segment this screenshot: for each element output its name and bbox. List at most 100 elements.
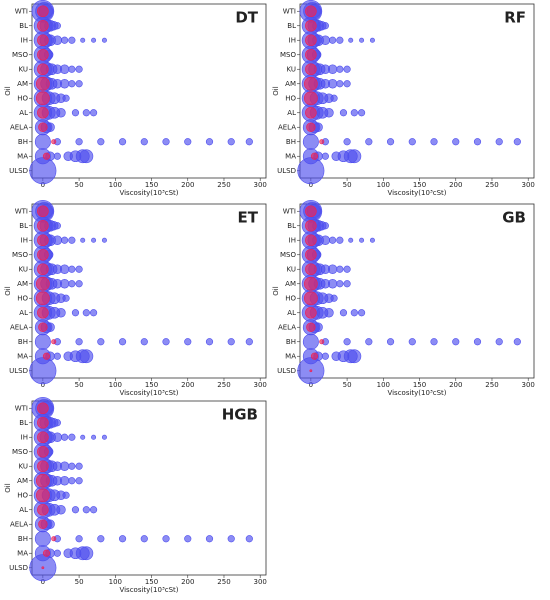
bubble (42, 152, 51, 160)
y-tick-label: MA (17, 549, 28, 557)
bubble (34, 333, 51, 350)
bubble (343, 80, 351, 88)
y-tick-label: MSO (280, 51, 296, 59)
y-tick-label: IH (289, 36, 296, 44)
bubble (495, 338, 503, 346)
y-tick-label: BL (287, 222, 296, 230)
bubble (359, 237, 365, 243)
bubble (303, 76, 318, 91)
bubble (184, 535, 192, 543)
panel-title: HGB (222, 406, 258, 424)
x-tick-label: 300 (522, 181, 535, 189)
bubble (38, 322, 48, 332)
y-tick-label: AM (17, 477, 28, 485)
bubble (51, 139, 57, 145)
bubble (305, 248, 317, 261)
bubble (75, 138, 83, 146)
bubble (336, 280, 344, 288)
bubble (34, 133, 51, 150)
bubble (348, 237, 354, 243)
x-tick-label: 150 (413, 181, 426, 189)
bubble (37, 205, 49, 218)
bubble (408, 338, 416, 346)
bubble (245, 338, 253, 346)
y-tick-label: MSO (12, 51, 28, 59)
x-tick-label: 100 (377, 381, 390, 389)
bubble (37, 263, 49, 276)
bubble (327, 64, 338, 74)
x-tick-label: 200 (181, 381, 194, 389)
x-tick-label: 300 (254, 381, 267, 389)
bubble (305, 263, 317, 276)
bubble (118, 138, 127, 146)
bubble (347, 149, 362, 164)
y-tick-label: AELA (10, 520, 28, 528)
bubble (80, 37, 86, 43)
x-tick-label: 0 (309, 381, 313, 389)
x-tick-label: 200 (181, 578, 194, 586)
bubble (56, 505, 66, 515)
bubble (302, 133, 319, 150)
bubble (37, 234, 49, 247)
bubble (336, 65, 344, 73)
bubble (343, 265, 351, 273)
y-tick-label: BH (18, 535, 28, 543)
bubble (51, 339, 57, 345)
bubble (42, 352, 51, 360)
bubble (35, 276, 50, 291)
bubble (68, 265, 76, 273)
y-tick-label: IH (289, 236, 296, 244)
bubble (369, 237, 375, 243)
y-tick-label: BH (286, 138, 296, 146)
y-tick-label: AELA (278, 123, 296, 131)
bubble (37, 19, 49, 32)
bubble (339, 309, 348, 317)
bubble (305, 234, 317, 247)
bubble (37, 63, 49, 76)
bubble (79, 349, 94, 364)
bubble (305, 34, 317, 47)
y-tick-label: BL (19, 419, 28, 427)
bubble (37, 402, 49, 415)
y-tick-label: KU (18, 265, 28, 273)
bubble (452, 138, 460, 146)
y-tick-label: AELA (10, 323, 28, 331)
bubble (162, 338, 170, 346)
bubble (37, 34, 49, 47)
x-tick-label: 0 (41, 578, 45, 586)
bubble (59, 264, 70, 274)
y-tick-label: BL (19, 22, 28, 30)
bubble (35, 291, 50, 306)
y-tick-label: MSO (280, 251, 296, 259)
y-tick-label: AL (19, 109, 28, 117)
bubble (305, 219, 317, 232)
bubble (41, 566, 45, 570)
y-tick-label: KU (286, 265, 296, 273)
bubble (321, 222, 329, 230)
bubble (68, 80, 76, 88)
bubble (37, 248, 49, 261)
y-tick-label: BH (286, 338, 296, 346)
bubble (75, 265, 83, 273)
plot-frame (299, 3, 535, 179)
bubble (343, 138, 351, 146)
bubble (37, 306, 49, 319)
bubble (184, 138, 192, 146)
bubble (68, 236, 76, 244)
y-tick-label: ULSD (277, 167, 296, 175)
y-tick-label: AL (19, 506, 28, 514)
bubble (320, 35, 331, 45)
y-tick-label: MSO (12, 251, 28, 259)
bubble (37, 219, 49, 232)
bubble (82, 109, 90, 117)
bubble (75, 80, 83, 88)
bubble (319, 139, 325, 145)
bubble (82, 506, 90, 514)
bubble (513, 138, 521, 146)
bubble (56, 308, 66, 318)
y-tick-label: IH (21, 236, 28, 244)
bubble (37, 460, 49, 473)
y-tick-label: MA (285, 152, 296, 160)
bubble (227, 138, 235, 146)
bubble (303, 291, 318, 306)
